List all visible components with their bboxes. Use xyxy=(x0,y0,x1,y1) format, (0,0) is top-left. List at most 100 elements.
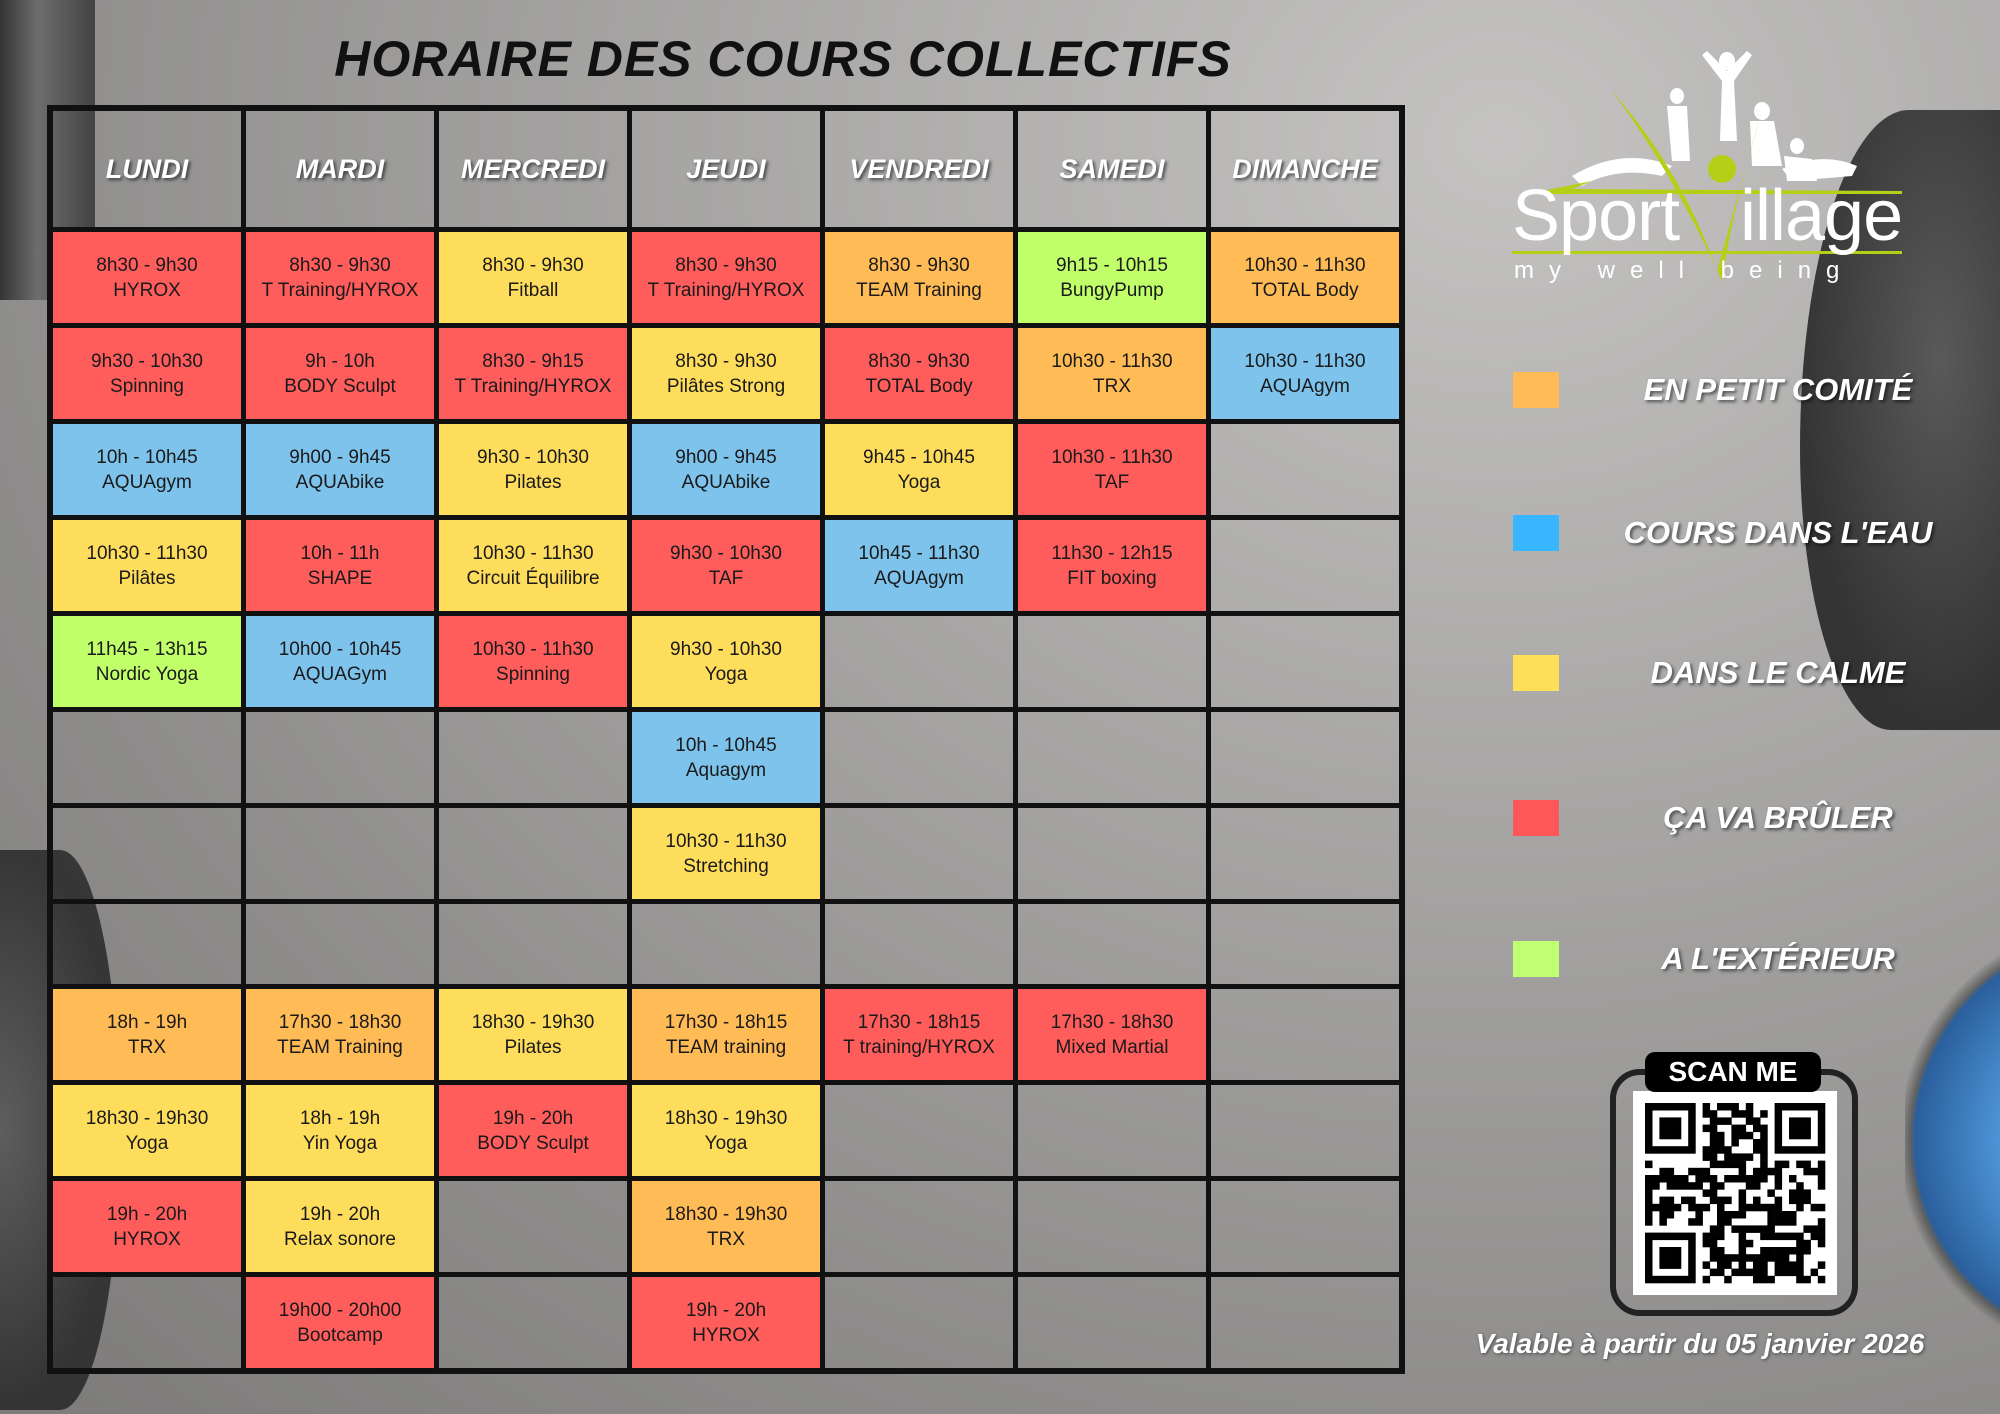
class-time: 9h45 - 10h45 xyxy=(863,446,975,468)
empty-cell xyxy=(1013,803,1211,904)
class-name: Spinning xyxy=(110,375,184,397)
logo-word-illage: illage xyxy=(1740,176,1903,256)
day-header-samedi: SAMEDI xyxy=(1013,105,1211,232)
class-time: 9h - 10h xyxy=(305,350,375,372)
qr-code-icon xyxy=(1645,1103,1826,1284)
empty-cell xyxy=(1206,803,1405,904)
class-cell: 8h30 - 9h30 T Training/HYROX xyxy=(241,227,439,328)
table-row: 18h - 19h TRX 17h30 - 18h30 TEAM Training 18… xyxy=(47,984,1405,1085)
class-time: 11h45 - 13h15 xyxy=(86,638,208,660)
class-time: 10h30 - 11h30 xyxy=(86,542,208,564)
class-cell: 19h - 20h HYROX xyxy=(627,1272,825,1374)
class-time: 10h - 10h45 xyxy=(96,446,198,468)
empty-cell xyxy=(47,707,246,808)
class-time: 8h30 - 9h30 xyxy=(675,254,777,276)
class-cell: 9h30 - 10h30 TAF xyxy=(627,515,825,616)
table-row: 9h30 - 10h30 Spinning 9h - 10h BODY Sculpt 8… xyxy=(47,323,1405,424)
qr-code[interactable] xyxy=(1633,1091,1837,1295)
class-time: 19h - 20h xyxy=(685,1299,767,1321)
class-name: TOTAL Body xyxy=(1251,279,1359,301)
class-time: 9h30 - 10h30 xyxy=(91,350,203,372)
empty-cell xyxy=(241,707,439,808)
class-name: AQUAbike xyxy=(681,471,771,493)
day-header-lundi: LUNDI xyxy=(47,105,246,232)
class-name: T Training/HYROX xyxy=(647,279,805,301)
class-cell: 8h30 - 9h30 TOTAL Body xyxy=(820,323,1018,424)
table-row: 19h - 20h HYROX 19h - 20h Relax sonore 18h30… xyxy=(47,1176,1405,1277)
class-name: HYROX xyxy=(692,1324,760,1346)
class-time: 19h - 20h xyxy=(299,1203,381,1225)
class-name: BODY Sculpt xyxy=(284,375,396,397)
empty-cell xyxy=(1206,707,1405,808)
class-cell: 8h30 - 9h30 T Training/HYROX xyxy=(627,227,825,328)
legend-swatch xyxy=(1513,800,1559,836)
legend-item: COURS DANS L'EAU xyxy=(1513,513,1983,553)
table-row: 10h30 - 11h30 Pilâtes 10h - 11h SHAPE 10h30 … xyxy=(47,515,1405,616)
class-cell: 9h30 - 10h30 Pilates xyxy=(434,419,632,520)
class-cell: 18h30 - 19h30 Yoga xyxy=(627,1080,825,1181)
legend-item: EN PETIT COMITÉ xyxy=(1513,370,1983,410)
class-name: HYROX xyxy=(113,279,181,301)
class-cell: 17h30 - 18h30 TEAM Training xyxy=(241,984,439,1085)
class-time: 19h - 20h xyxy=(492,1107,574,1129)
class-time: 18h30 - 19h30 xyxy=(471,1011,595,1033)
table-row: 19h00 - 20h00 Bootcamp 19h - 20h HYROX xyxy=(47,1272,1405,1374)
class-time: 8h30 - 9h30 xyxy=(96,254,198,276)
class-time: 10h30 - 11h30 xyxy=(1051,350,1173,372)
class-time: 19h - 20h xyxy=(106,1203,188,1225)
legend-item: DANS LE CALME xyxy=(1513,653,1983,693)
class-name: T training/HYROX xyxy=(843,1036,995,1058)
class-name: TRX xyxy=(128,1036,166,1058)
empty-cell xyxy=(241,899,439,989)
legend-label: DANS LE CALME xyxy=(1650,655,1906,690)
class-time: 9h30 - 10h30 xyxy=(670,542,782,564)
class-time: 10h - 10h45 xyxy=(675,734,777,756)
class-time: 18h30 - 19h30 xyxy=(664,1203,788,1225)
legend-label: A L'EXTÉRIEUR xyxy=(1661,941,1895,976)
empty-cell xyxy=(1206,419,1405,520)
class-time: 18h30 - 19h30 xyxy=(664,1107,788,1129)
class-cell: 19h - 20h BODY Sculpt xyxy=(434,1080,632,1181)
table-row: 11h45 - 13h15 Nordic Yoga 10h00 - 10h45 AQU… xyxy=(47,611,1405,712)
class-cell: 19h - 20h Relax sonore xyxy=(241,1176,439,1277)
class-cell: 10h30 - 11h30 AQUAgym xyxy=(1206,323,1405,424)
class-time: 17h30 - 18h15 xyxy=(664,1011,788,1033)
class-name: AQUAgym xyxy=(102,471,192,493)
class-cell: 11h45 - 13h15 Nordic Yoga xyxy=(47,611,246,712)
class-cell: 19h - 20h HYROX xyxy=(47,1176,246,1277)
class-time: 18h - 19h xyxy=(106,1011,188,1033)
class-name: Circuit Équilibre xyxy=(466,567,600,589)
class-cell: 17h30 - 18h15 TEAM training xyxy=(627,984,825,1085)
schedule-table: LUNDI MARDI MERCREDI JEUDI VENDREDI SAMEDI DIM… xyxy=(47,105,1405,1374)
class-name: Pilâtes Strong xyxy=(666,375,786,397)
table-row: 10h - 10h45 AQUAgym 9h00 - 9h45 AQUAbike 9h3… xyxy=(47,419,1405,520)
class-cell: 9h15 - 10h15 BungyPump xyxy=(1013,227,1211,328)
class-name: TRX xyxy=(1093,375,1131,397)
table-row: 8h30 - 9h30 HYROX 8h30 - 9h30 T Training/HY… xyxy=(47,227,1405,328)
class-name: Bootcamp xyxy=(297,1324,383,1346)
class-name: Relax sonore xyxy=(284,1228,396,1250)
day-header-mardi: MARDI xyxy=(241,105,439,232)
class-cell: 8h30 - 9h30 Pilâtes Strong xyxy=(627,323,825,424)
sport-village-logo: Sport V illage my well being xyxy=(1512,51,1907,291)
class-cell: 8h30 - 9h15 T Training/HYROX xyxy=(434,323,632,424)
class-time: 8h30 - 9h30 xyxy=(675,350,777,372)
class-time: 9h00 - 9h45 xyxy=(289,446,391,468)
scan-me-label: SCAN ME xyxy=(1645,1052,1821,1092)
class-name: Spinning xyxy=(496,663,570,685)
class-time: 19h00 - 20h00 xyxy=(278,1299,402,1321)
empty-cell xyxy=(434,899,632,989)
class-name: Mixed Martial xyxy=(1055,1036,1169,1058)
empty-cell xyxy=(1013,611,1211,712)
class-time: 8h30 - 9h30 xyxy=(482,254,584,276)
class-cell: 18h30 - 19h30 TRX xyxy=(627,1176,825,1277)
logo-letter-v: V xyxy=(1707,175,1708,257)
empty-cell xyxy=(47,899,246,989)
class-cell: 11h30 - 12h15 FIT boxing xyxy=(1013,515,1211,616)
page-title: HORAIRE DES COURS COLLECTIFS xyxy=(334,31,1232,87)
class-time: 17h30 - 18h30 xyxy=(1050,1011,1174,1033)
class-name: Stretching xyxy=(683,855,769,877)
class-time: 8h30 - 9h30 xyxy=(289,254,391,276)
class-time: 10h30 - 11h30 xyxy=(665,830,787,852)
class-name: Yoga xyxy=(125,1132,169,1154)
